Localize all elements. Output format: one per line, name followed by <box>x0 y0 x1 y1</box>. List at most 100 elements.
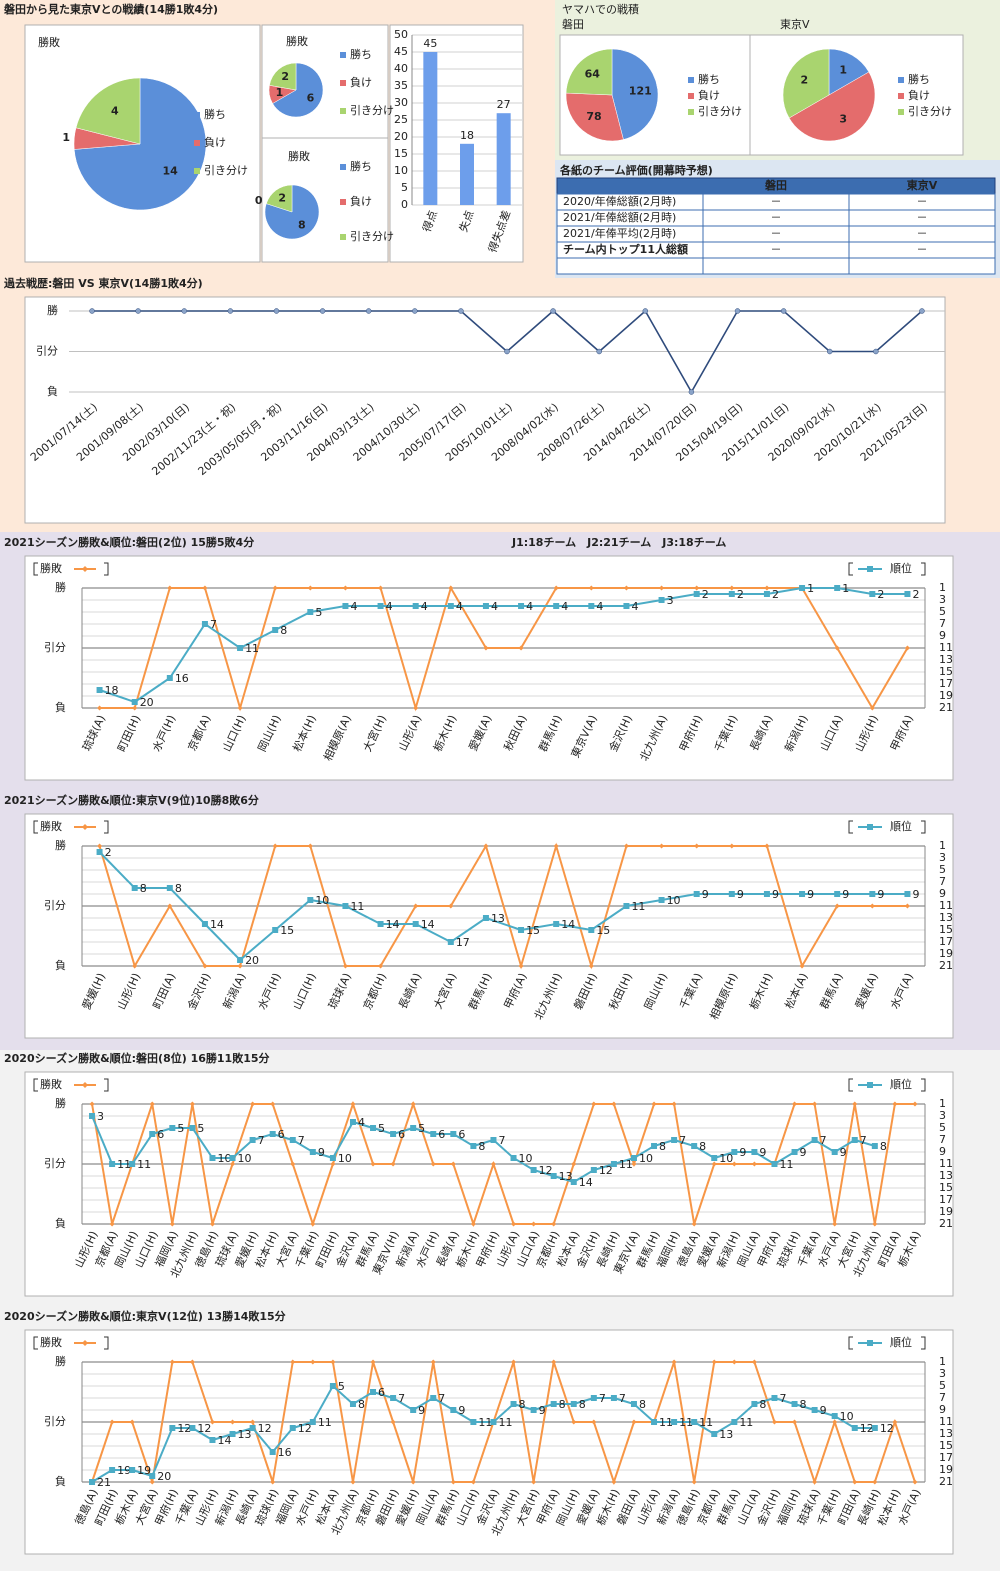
data-label: 14 <box>561 918 575 931</box>
data-label: 5 <box>177 1122 184 1135</box>
data-label: 8 <box>699 1140 706 1153</box>
data-label: 12 <box>860 1422 874 1435</box>
legend-swatch <box>194 112 200 118</box>
point <box>413 705 419 711</box>
point <box>310 1221 316 1227</box>
data-label: 12 <box>197 1422 211 1435</box>
pie-slice <box>828 48 870 96</box>
point <box>430 1395 437 1401</box>
point <box>132 705 138 711</box>
y2-tick-label: 15 <box>939 1181 953 1194</box>
data-label: 20 <box>140 696 154 709</box>
legend-label: 引き分け <box>350 103 394 117</box>
point <box>691 1419 698 1425</box>
data-label: 14 <box>386 918 400 931</box>
legend-marker <box>867 1340 873 1346</box>
point <box>611 1479 617 1485</box>
data-label: 10 <box>315 894 329 907</box>
data-label: 13 <box>719 1428 733 1441</box>
point <box>610 1395 617 1401</box>
point <box>430 1359 436 1365</box>
y2-tick-label: 9 <box>939 887 946 900</box>
data-label: 2 <box>105 846 112 859</box>
point <box>799 585 806 591</box>
data-label: 11 <box>739 1416 753 1429</box>
data-label: 9 <box>820 1404 827 1417</box>
legend-label: 順位 <box>890 561 912 575</box>
data-label: 7 <box>298 1134 305 1147</box>
y-tick-label: 5 <box>401 181 408 194</box>
point <box>272 927 279 933</box>
point <box>912 1101 918 1107</box>
y2-tick-label: 13 <box>939 1169 953 1182</box>
legend-swatch <box>340 164 346 170</box>
point <box>671 1101 677 1107</box>
data-label: 0 <box>255 194 263 207</box>
series-line <box>98 851 908 962</box>
point <box>518 645 524 651</box>
data-label: 10 <box>238 1152 252 1165</box>
point <box>202 585 208 591</box>
point <box>892 1419 898 1425</box>
point <box>430 1161 436 1167</box>
data-label: 15 <box>280 924 294 937</box>
point <box>729 843 735 849</box>
y-tick-label: 40 <box>394 62 408 75</box>
point <box>531 1479 537 1485</box>
legend-bracket <box>921 820 926 834</box>
point <box>229 1431 236 1437</box>
data-label: 4 <box>350 600 357 613</box>
y2-tick-label: 5 <box>939 605 946 618</box>
point <box>711 1359 717 1365</box>
point <box>731 1359 737 1365</box>
y-tick-label: 勝 <box>55 1354 66 1368</box>
point <box>289 1137 296 1143</box>
data-label: 8 <box>880 1140 887 1153</box>
legend-bracket <box>33 1078 38 1092</box>
data-label: 8 <box>519 1398 526 1411</box>
point <box>181 308 188 314</box>
point <box>149 1479 155 1485</box>
y-tick-label: 負 <box>47 385 58 398</box>
table-cell-text: － <box>771 195 782 208</box>
y-tick-label: 30 <box>394 96 408 109</box>
point <box>518 603 525 609</box>
data-label: 4 <box>421 600 428 613</box>
y2-tick-label: 7 <box>939 617 946 630</box>
data-label: 7 <box>679 1134 686 1147</box>
point <box>571 1419 577 1425</box>
pie-slice <box>782 48 830 119</box>
point <box>169 1359 175 1365</box>
point <box>588 585 594 591</box>
point <box>307 609 314 615</box>
data-label: 8 <box>559 1398 566 1411</box>
y2-tick-label: 5 <box>939 1121 946 1134</box>
legend-bracket <box>33 820 38 834</box>
point <box>571 1161 577 1167</box>
data-label: 8 <box>659 1140 666 1153</box>
point <box>135 308 141 314</box>
point <box>764 843 770 849</box>
point <box>450 1131 457 1137</box>
point <box>189 1425 196 1431</box>
data-label: 9 <box>739 1146 746 1159</box>
point <box>309 1149 316 1155</box>
point <box>728 891 735 897</box>
point <box>89 308 95 314</box>
legend-bracket <box>848 1078 853 1092</box>
data-label: 2 <box>702 588 709 601</box>
table-title: 各紙のチーム評価(開幕時予想) <box>559 163 713 177</box>
data-label: 2 <box>281 70 289 83</box>
y-tick-label: 負 <box>55 1475 66 1488</box>
point <box>349 1401 356 1407</box>
y2-tick-label: 1 <box>939 839 946 852</box>
point <box>693 591 700 597</box>
legend-bracket <box>33 562 38 576</box>
table-cell <box>848 257 996 275</box>
point <box>892 1101 898 1107</box>
point <box>729 585 735 591</box>
point <box>350 1479 356 1485</box>
table-cell-text: － <box>917 243 928 256</box>
data-label: 15 <box>596 924 610 937</box>
